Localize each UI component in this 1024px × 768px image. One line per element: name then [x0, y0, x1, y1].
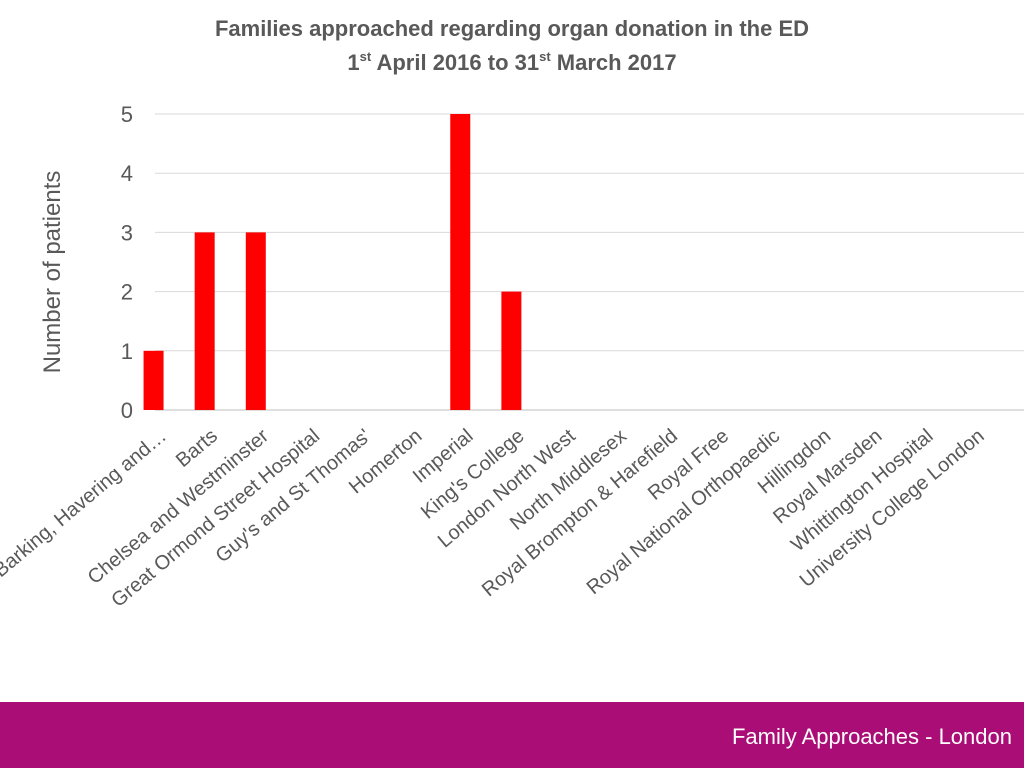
y-tick-label-4: 4: [121, 161, 133, 186]
bar-2: [245, 232, 266, 410]
y-tick-labels: 0 1 2 3 4 5: [121, 102, 133, 423]
y-axis-title: Number of patients: [39, 171, 66, 374]
bar-6: [450, 114, 471, 410]
bar-7: [501, 291, 522, 410]
y-tick-label-1: 1: [121, 339, 133, 364]
y-tick-label-2: 2: [121, 280, 133, 305]
chart-title-line1: Families approached regarding organ dona…: [215, 16, 809, 41]
chart-title-line2: 1st April 2016 to 31st March 2017: [347, 49, 676, 75]
x-tick-label-0: Barking, Havering and…: [0, 425, 171, 582]
footer-bar: Family Approaches - London: [0, 702, 1024, 768]
title-sup2: st: [539, 49, 551, 64]
title-part3: March 2017: [551, 50, 677, 75]
y-tick-label-0: 0: [121, 398, 133, 423]
footer-text: Family Approaches - London: [731, 724, 1012, 749]
bar-chart: Families approached regarding organ dona…: [0, 16, 1024, 612]
y-tick-label-5: 5: [121, 102, 133, 127]
bar-1: [194, 232, 215, 410]
bars: [143, 114, 522, 410]
gridlines: [155, 113, 1024, 411]
title-part2: April 2016 to 31: [371, 50, 539, 75]
title-sup1: st: [360, 49, 372, 64]
title-part1: 1: [347, 50, 359, 75]
y-tick-label-3: 3: [121, 220, 133, 245]
bar-0: [143, 350, 164, 410]
